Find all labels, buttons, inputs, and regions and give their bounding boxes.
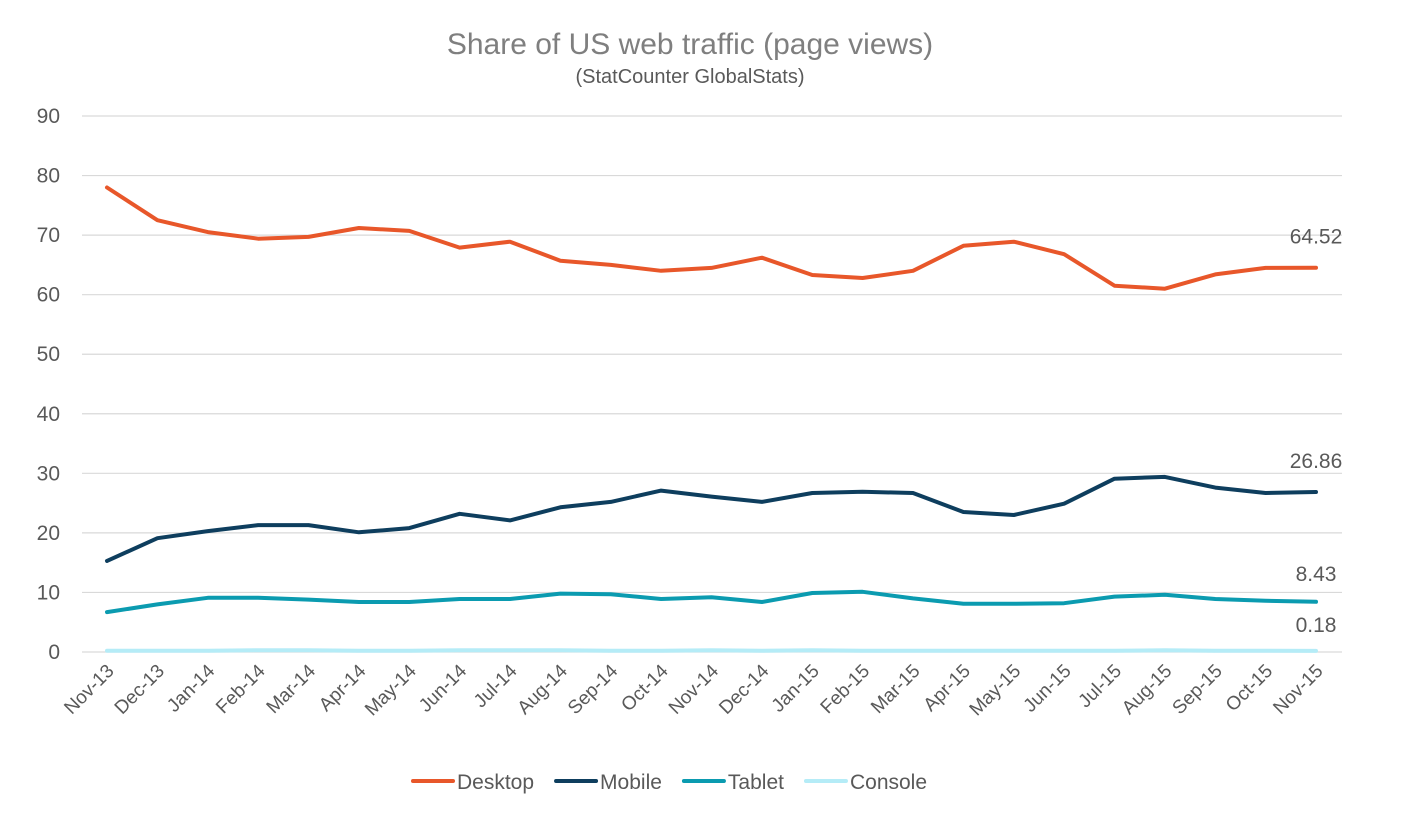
legend-label-tablet: Tablet [728,771,784,794]
series-line-desktop [105,185,1318,291]
x-tick-label: Jan-14 [163,660,219,716]
x-tick-label: Nov-13 [60,661,118,719]
chart-title: Share of US web traffic (page views) [447,28,933,61]
x-tick-label: Mar-15 [867,661,924,718]
data-labels: 64.52 26.86 8.43 0.18 [1290,226,1343,637]
series-line-console [105,648,1318,653]
legend: Desktop Mobile Tablet Console [411,771,927,794]
x-tick-label: May-15 [966,661,1026,721]
series-line-tablet [105,589,1318,615]
x-tick-label: Nov-14 [665,660,723,718]
data-label-desktop: 64.52 [1290,226,1343,249]
data-label-mobile: 26.86 [1290,450,1343,473]
y-tick-label: 50 [37,343,60,366]
x-tick-label: Aug-15 [1118,661,1176,719]
x-tick-label: Oct-15 [1222,661,1277,716]
x-tick-label: Dec-13 [111,661,169,719]
x-tick-label: Feb-15 [817,661,874,718]
x-tick-label: May-14 [361,660,421,720]
y-tick-label: 70 [37,224,60,247]
x-axis: Nov-13Dec-13Jan-14Feb-14Mar-14Apr-14May-… [60,660,1327,720]
x-tick-label: Jan-15 [768,661,824,717]
x-tick-label: Jun-15 [1020,661,1076,717]
y-tick-label: 30 [37,462,60,485]
y-tick-label: 40 [37,403,60,426]
data-label-console: 0.18 [1296,614,1337,637]
y-axis: 0 10 20 30 40 50 60 70 80 90 [37,105,60,664]
x-tick-label: Jun-14 [415,660,471,716]
x-tick-label: Dec-14 [715,660,773,718]
x-tick-label: Nov-15 [1269,661,1327,719]
x-tick-label: Aug-14 [514,660,572,718]
y-tick-label: 80 [37,165,60,188]
y-tick-label: 0 [48,641,60,664]
series-lines [105,185,1318,653]
x-tick-label: Sep-14 [564,660,622,718]
chart-subtitle: (StatCounter GlobalStats) [576,66,805,88]
legend-label-console: Console [850,771,927,794]
series-line-mobile [105,474,1318,563]
x-tick-label: Sep-15 [1169,661,1227,719]
x-tick-label: Feb-14 [212,660,270,718]
y-tick-label: 20 [37,522,60,545]
data-label-tablet: 8.43 [1296,563,1337,586]
y-tick-label: 10 [37,581,60,604]
y-tick-label: 60 [37,284,60,307]
x-tick-label: Oct-14 [617,660,672,715]
legend-label-desktop: Desktop [457,771,534,794]
x-tick-label: Mar-14 [263,660,321,718]
legend-label-mobile: Mobile [600,771,662,794]
gridlines [82,115,1342,653]
y-tick-label: 90 [37,105,60,128]
